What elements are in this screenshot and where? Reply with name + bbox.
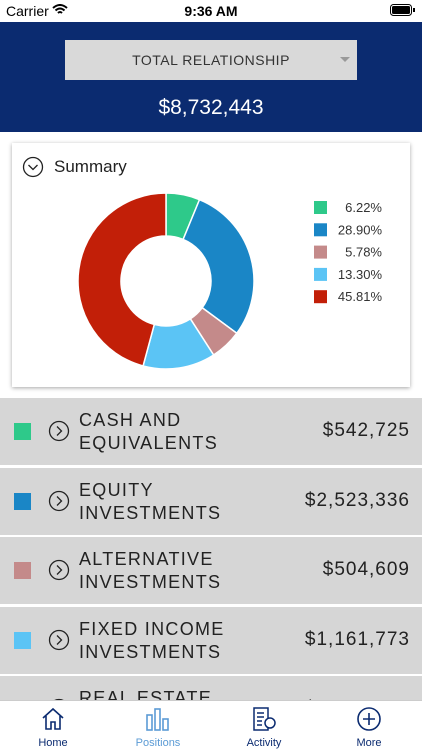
- legend-label: 5.78%: [345, 245, 382, 260]
- expand-icon: [48, 490, 70, 511]
- legend-swatch: [314, 223, 327, 237]
- icon-chevron: [56, 426, 63, 436]
- tab-label[interactable]: More: [356, 737, 382, 749]
- account-amount: $2,523,336: [304, 489, 410, 511]
- battery-icon: [390, 4, 415, 16]
- account-amount: $1,161,773: [304, 628, 410, 650]
- icon-circle: [48, 629, 70, 650]
- relationship-selector[interactable]: TOTAL RELATIONSHIP: [65, 40, 357, 80]
- account-list: CASH AND EQUIVALENTS $542,725 EQUITY INVES…: [0, 398, 422, 700]
- legend-label: 13.30%: [338, 267, 383, 282]
- account-amount: $542,725: [322, 420, 410, 441]
- account-name: CASH AND EQUIVALENTS: [79, 410, 218, 453]
- account-name: FIXED INCOME INVESTMENTS: [79, 618, 225, 662]
- expand-icon: [54, 698, 64, 700]
- icon-chevron: [56, 565, 63, 575]
- home-icon: [42, 707, 64, 730]
- collapse-icon[interactable]: [22, 156, 44, 178]
- account-row[interactable]: FIXED INCOME INVESTMENTS $1,161,773: [0, 606, 422, 674]
- selector-label: TOTAL RELATIONSHIP: [132, 52, 290, 68]
- donut-slice: [77, 192, 167, 367]
- account-name: REAL ESTATE: [79, 688, 212, 700]
- account-row[interactable]: EQUITY INVESTMENTS $2,523,336: [0, 467, 422, 535]
- account-row[interactable]: CASH AND EQUIVALENTS $542,725: [0, 398, 422, 465]
- account-name: ALTERNATIVE INVESTMENTS: [79, 549, 222, 592]
- legend-label: 45.81%: [338, 289, 383, 304]
- donut-chart: 6.22% 28.90% 5.78% 13.30% 45.81%: [77, 192, 383, 370]
- tab-label[interactable]: Positions: [135, 737, 181, 749]
- icon-chevron: [56, 495, 63, 506]
- carrier: Carrier: [6, 3, 49, 19]
- tab-bar: Home Positions Activity More: [0, 700, 422, 750]
- tab-label[interactable]: Home: [38, 737, 68, 749]
- header: TOTAL RELATIONSHIP $8,732,443: [0, 22, 422, 132]
- icon-chevron: [56, 634, 63, 645]
- time: 9:36 AM: [184, 3, 238, 19]
- legend-swatch: [314, 245, 327, 259]
- icon-circle: [54, 698, 64, 700]
- status-bar: Carrier 9:36 AM: [0, 0, 422, 22]
- positions-icon: [146, 708, 169, 731]
- legend-swatch: [314, 201, 327, 214]
- legend-label: 6.22%: [345, 200, 382, 215]
- account-row[interactable]: ALTERNATIVE INVESTMENTS $504,609: [0, 537, 422, 604]
- total-value: $8,732,443: [158, 96, 264, 119]
- dropdown-arrow: [340, 57, 350, 62]
- legend-swatch: [314, 267, 327, 281]
- account-name: EQUITY INVESTMENTS: [79, 479, 222, 523]
- activity-icon: [253, 707, 276, 731]
- color-swatch: [14, 423, 31, 440]
- icon-circle: [48, 420, 70, 442]
- account-amount: $4,000,000: [305, 698, 410, 700]
- legend-swatch: [314, 290, 327, 304]
- expand-icon: [48, 629, 70, 650]
- summary-card: Summary 6.22% 28.90% 5.78% 13.30% 45.81%: [12, 143, 410, 387]
- icon-circle: [48, 490, 70, 511]
- donut-slice: [182, 198, 255, 335]
- account-row[interactable]: REAL ESTATE $4,000,000: [0, 676, 422, 700]
- icon-circle: [48, 559, 70, 581]
- summary-title: Summary: [54, 157, 127, 176]
- wifi-icon: [52, 4, 68, 14]
- more-icon: [357, 707, 381, 731]
- color-swatch: [14, 492, 31, 510]
- legend-label: 28.90%: [338, 222, 383, 237]
- expand-icon: [48, 420, 70, 442]
- tab-label[interactable]: Activity: [246, 737, 282, 749]
- expand-icon: [48, 559, 70, 581]
- account-amount: $504,609: [322, 559, 410, 580]
- color-swatch: [14, 562, 31, 579]
- color-swatch: [14, 631, 31, 649]
